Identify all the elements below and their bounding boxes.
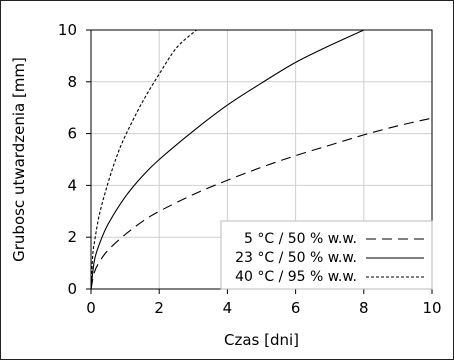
y-tick-label: 10: [58, 21, 77, 39]
tick-labels: 0 2 4 6 8 10 0 2 4 6 8 10: [58, 21, 442, 317]
y-tick-label: 8: [67, 73, 77, 91]
series-line-2: [90, 29, 198, 290]
legend-box: [220, 220, 433, 290]
series-line-1: [90, 29, 365, 290]
x-tick-label: 6: [291, 299, 301, 317]
y-tick-label: 2: [67, 228, 77, 246]
legend-label-40c: 40 °C / 95 % w.w.: [235, 269, 357, 285]
x-axis-label: Czas [dni]: [224, 331, 299, 349]
y-tick-label: 0: [67, 280, 77, 298]
x-tick-label: 2: [154, 299, 164, 317]
y-tick-label: 4: [67, 176, 77, 194]
legend-label-5c: 5 °C / 50 % w.w.: [244, 231, 357, 247]
legend-label-23c: 23 °C / 50 % w.w.: [235, 250, 357, 266]
series-line-0: [90, 117, 433, 290]
x-tick-label: 8: [359, 299, 369, 317]
x-tick-label: 0: [86, 299, 96, 317]
x-tick-label: 10: [422, 299, 441, 317]
y-axis-label: Grubosc utwardzenia [mm]: [10, 57, 28, 262]
series-layer: [90, 29, 433, 290]
y-tick-label: 6: [67, 125, 77, 143]
legend: 5 °C / 50 % w.w. 23 °C / 50 % w.w. 40 °C…: [220, 220, 433, 290]
x-tick-label: 4: [223, 299, 233, 317]
